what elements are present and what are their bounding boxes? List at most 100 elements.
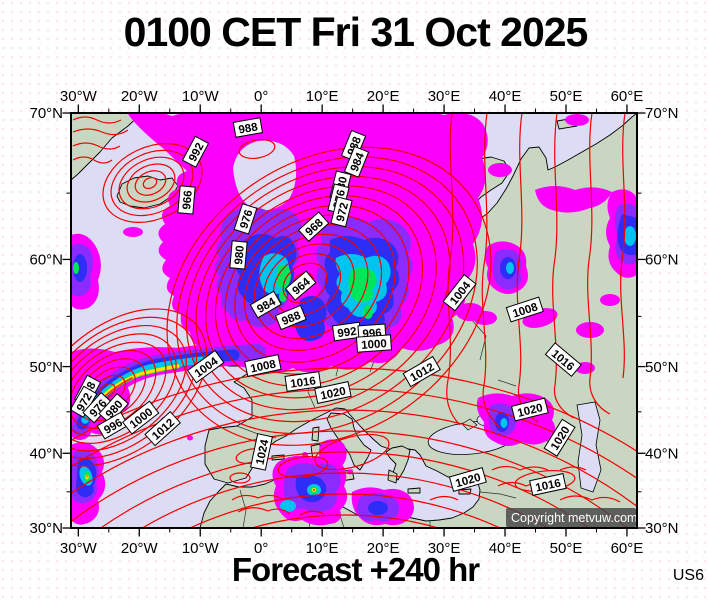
lat-label-left: 70°N [29,105,63,122]
caspian-sea [576,401,602,493]
svg-text:1016: 1016 [534,477,562,494]
lon-label-bottom: 50°E [550,540,583,557]
isobar-label: 1024 [250,433,273,471]
isobar [188,493,502,528]
crimea [461,418,478,431]
isobar [314,433,390,471]
precip-area [368,501,388,515]
precip-area [123,227,143,237]
country-border [497,379,517,387]
lat-label-left: 30°N [29,520,63,537]
country-border [239,489,247,528]
lon-label-top: 50°E [550,88,583,105]
precip-area [473,311,497,325]
lat-label-right: 30°N [645,520,679,537]
lon-label-top: 30°W [60,88,98,105]
precip-area [279,290,287,302]
isobar-label: 1020 [448,467,487,493]
isobar [126,163,176,203]
isobar [100,451,590,528]
isobar [72,128,129,136]
lat-label-left: 50°N [29,359,63,376]
forecast-label: Forecast +240 hr [231,551,480,588]
lon-label-bottom: 20°E [367,540,400,557]
precip-area [445,129,465,141]
isobar [185,166,465,423]
isobar [72,116,122,124]
isobar-label: 984 [343,145,370,178]
isobar [141,472,549,528]
isobar [229,472,251,484]
isobar [299,510,325,516]
lon-label-top: 10°W [182,88,220,105]
page-title: 0100 CET Fri 31 Oct 2025 [123,9,589,55]
isobar-labels: 9889929669769809889849809769729689649849… [71,117,582,496]
precip-area [73,262,79,274]
isobar [587,113,611,415]
lat-label-left: 60°N [29,252,63,269]
svg-text:1020: 1020 [319,385,347,402]
isobar-label: 1000 [355,334,392,353]
isobar [277,455,329,479]
precip-area [600,294,620,306]
isobar [142,176,158,190]
isobar [118,156,185,210]
isobar [481,113,501,429]
isobar [72,156,113,164]
precipitation [71,113,637,526]
isobar [71,367,637,453]
isobar-label: 1020 [314,381,352,404]
lon-label-bottom: 10°E [306,540,339,557]
lon-label-top: 20°E [367,88,400,105]
isobar-label: 988 [232,117,264,138]
svg-text:Copyright metvuw.com: Copyright metvuw.com [511,511,637,525]
isobar [166,146,492,446]
lat-label-right: 60°N [645,252,679,269]
lon-label-bottom: 0° [254,540,268,557]
isobar [71,430,629,528]
lon-label-top: 30°E [428,88,461,105]
lat-label-right: 70°N [645,105,679,122]
isobar [214,195,424,387]
lon-label-bottom: 30°W [60,540,98,557]
isobar [72,142,121,150]
precip-area [535,186,612,213]
isobar [491,465,549,471]
svg-text:976: 976 [238,208,255,230]
isobar [429,495,459,501]
isobar-label: 972 [330,196,353,228]
precip-area [187,435,193,441]
precip-area [348,267,377,303]
precip-area [295,296,327,342]
lon-label-top: 40°E [489,88,522,105]
lon-label-bottom: 10°W [182,540,220,557]
axis-ticks [62,104,646,537]
isobar-label: 988 [274,304,307,331]
svg-text:1008: 1008 [249,358,277,375]
svg-text:988: 988 [238,121,260,136]
precip-area [488,163,512,177]
precip-area [313,489,315,491]
lon-label-bottom: 40°E [489,540,522,557]
isobar-label: 1008 [244,354,282,377]
lon-label-top: 60°E [611,88,644,105]
isobar [224,204,410,375]
isobar [234,214,396,363]
precip-area [276,264,291,289]
isobar [552,113,575,419]
precip-area [500,418,508,428]
isobar [134,170,167,196]
svg-text:966: 966 [181,190,195,210]
precip-area [506,262,514,274]
svg-text:1000: 1000 [361,338,387,352]
isobar [71,349,157,429]
lon-label-top: 20°W [121,88,159,105]
lat-label-right: 50°N [645,359,679,376]
isobar [559,466,587,471]
isobar-label: 996 [96,411,129,440]
isobar [559,495,621,503]
isobar [250,514,440,528]
precip-area [347,469,353,475]
isobar [516,113,539,423]
